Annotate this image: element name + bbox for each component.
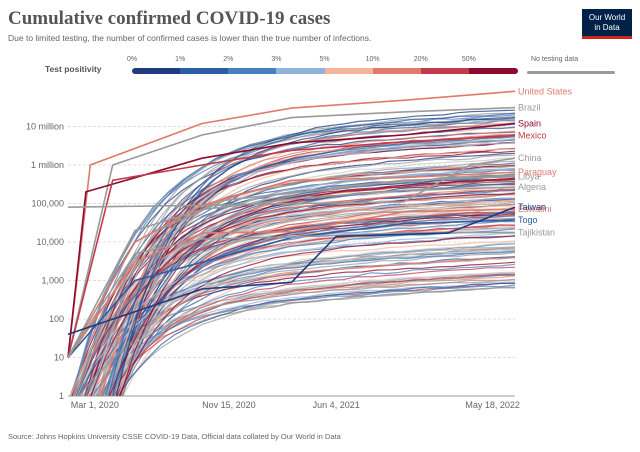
country-line[interactable] [109,273,516,396]
x-tick-label: Mar 1, 2020 [71,400,119,410]
country-line[interactable] [105,176,516,397]
series-line[interactable] [67,186,516,358]
country-line[interactable] [113,266,516,397]
country-line[interactable] [90,192,516,397]
country-line[interactable] [112,199,516,396]
legend-tick-label: 2% [223,56,234,63]
country-line[interactable] [91,284,516,396]
owid-logo[interactable]: Our World in Data [582,9,632,39]
country-line[interactable] [74,240,516,397]
y-tick-label: 10 million [26,122,64,132]
country-line[interactable] [91,126,516,396]
chart-subtitle: Due to limited testing, the number of co… [8,33,372,43]
series-line[interactable] [67,157,516,208]
country-line[interactable] [109,227,516,396]
no-data-label: No testing data [531,56,579,63]
country-line[interactable] [108,112,516,396]
country-line[interactable] [117,282,516,397]
legend-label: Test positivity [45,64,102,74]
country-line[interactable] [109,213,516,397]
y-tick-label: 1 million [31,160,64,170]
y-tick-label: 100,000 [31,199,64,209]
country-line[interactable] [75,165,516,396]
country-line[interactable] [94,256,516,397]
series-line[interactable] [67,219,516,359]
legend-color-segment[interactable] [372,68,422,74]
legend-tick-label: 10% [365,56,380,63]
series-line[interactable] [67,208,516,358]
country-line[interactable] [111,256,516,396]
series-label[interactable]: Tajikistan [518,227,555,237]
legend-color-segment[interactable] [468,68,518,74]
country-line[interactable] [87,248,516,397]
y-tick-label: 1 [59,391,64,401]
series-line[interactable] [67,106,516,358]
country-line[interactable] [119,178,516,397]
series-label[interactable]: Algeria [518,182,546,192]
y-tick-label: 100 [49,314,64,324]
legend-color-segment[interactable] [180,68,229,74]
legend-color-segment[interactable] [420,68,470,74]
country-line[interactable] [112,182,516,396]
series-label[interactable]: Mexico [518,131,547,141]
country-line[interactable] [110,181,516,397]
series-label[interactable]: Paraguay [518,167,557,177]
legend-tick-label: 20% [413,56,428,63]
series-label[interactable]: China [518,153,542,163]
y-tick-label: 10,000 [36,237,64,247]
legend-color-segment[interactable] [132,68,181,74]
country-line[interactable] [118,235,516,396]
y-tick-label: 10 [54,353,64,363]
legend-tick-label: 5% [319,56,330,63]
legend-tick-label: 0% [126,56,138,63]
legend-color-segment[interactable] [276,68,325,74]
series-line[interactable] [67,134,516,358]
country-line[interactable] [95,271,516,397]
color-legend: Test positivity 0% 1% 2% 3% 5% 10% 20% 50% No t… [0,56,640,78]
logo-line-1: Our World [588,13,626,22]
x-tick-label: Nov 15, 2020 [202,400,256,410]
country-line[interactable] [115,117,516,397]
country-line[interactable] [73,118,516,396]
series-line[interactable] [67,122,516,358]
series-label[interactable]: United States [518,86,573,96]
source-note: Source: Johns Hopkins University CSSE CO… [8,432,341,441]
series-label[interactable]: Eswatini [518,204,552,214]
series-line[interactable] [67,90,516,358]
series-label[interactable]: Taiwan [518,202,546,212]
series-line[interactable] [67,206,516,336]
country-line[interactable] [84,142,516,396]
legend-tick-label: 3% [271,56,282,63]
series-line[interactable] [67,231,516,358]
y-tick-label: 1,000 [41,276,64,286]
chart-title: Cumulative confirmed COVID-19 cases [8,8,331,29]
country-line[interactable] [91,142,516,397]
series-line[interactable] [67,171,516,358]
series-label[interactable]: Spain [518,118,541,128]
series-label[interactable]: Togo [518,215,538,225]
legend-color-segment[interactable] [228,68,277,74]
country-line[interactable] [93,116,516,397]
no-data-swatch[interactable] [527,71,615,74]
series-label[interactable]: Brazil [518,103,541,113]
logo-line-2: in Data [594,23,620,32]
country-line[interactable] [106,137,516,397]
legend-tick-label: 1% [175,56,186,63]
legend-tick-label: 50% [461,56,476,63]
series-label[interactable]: Libya [518,172,540,182]
x-tick-label: Jun 4, 2021 [313,400,360,410]
x-tick-label: May 18, 2022 [465,400,520,410]
country-line[interactable] [78,287,516,397]
legend-color-segment[interactable] [324,68,374,74]
